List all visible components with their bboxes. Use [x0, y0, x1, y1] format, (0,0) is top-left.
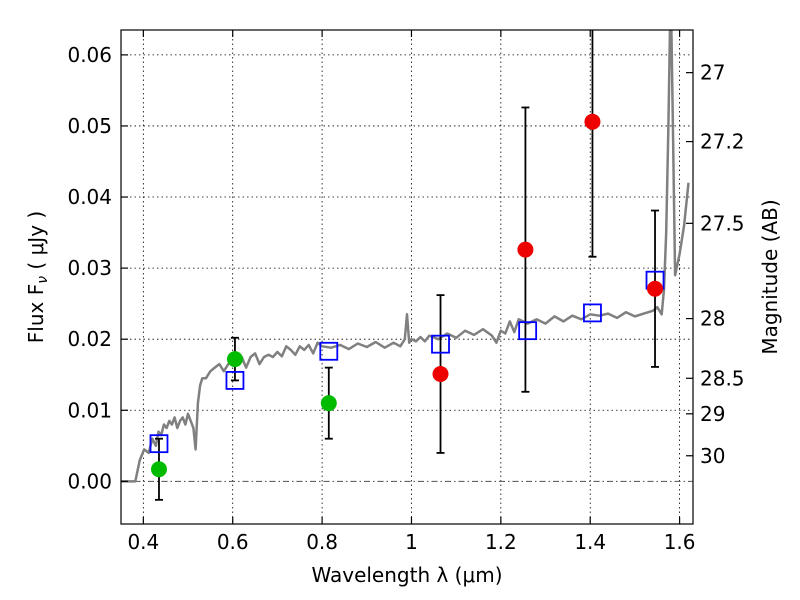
spectrum-line — [121, 30, 690, 483]
model-photometry-square — [149, 434, 169, 454]
observed-flux-point — [320, 395, 337, 412]
y-axis-label: Flux Fν ( μJy ) — [24, 211, 51, 343]
observed-flux-point — [517, 241, 534, 258]
x-tick-label: 1 — [405, 530, 418, 554]
y-tick-label: 0.00 — [67, 469, 112, 493]
y2-tick-label: 28.5 — [700, 366, 745, 390]
y2-tick-label: 27.2 — [700, 130, 745, 154]
y-tick-label: 0.05 — [67, 114, 112, 138]
model-photometry-square — [225, 371, 245, 390]
tick-layer: 0.4 0.6 0.8 1 1.2 1.4 1.6 0.00 0.01 0.02 0.03 0.04 0… — [67, 30, 745, 554]
model-photometry-square — [319, 341, 339, 361]
y2-axis-label: Magnitude (AB) — [758, 199, 782, 354]
y2-tick-label: 28 — [700, 307, 725, 331]
observed-flux-point — [150, 461, 167, 478]
y-axis-label-main: Flux F — [24, 284, 48, 343]
x-tick-label: 0.8 — [306, 530, 338, 554]
observed-flux-point — [647, 280, 664, 297]
x-tick-label: 0.4 — [127, 530, 159, 554]
x-axis-label: Wavelength λ (μm) — [311, 563, 502, 587]
y2-tick-label: 30 — [700, 444, 725, 468]
model-photometry-square — [583, 303, 602, 323]
observed-flux-point — [584, 113, 601, 130]
y-axis-label-unit: ( μJy ) — [24, 211, 48, 276]
observed-flux-point — [432, 366, 449, 383]
x-tick-label: 0.6 — [217, 530, 249, 554]
plot-frame — [120, 29, 694, 525]
y-tick-label: 0.06 — [67, 43, 112, 67]
y2-tick-label: 27.5 — [700, 211, 745, 235]
grid-lines — [121, 30, 693, 524]
x-tick-label: 1.4 — [574, 530, 606, 554]
spectrum-layer — [121, 30, 690, 483]
y-tick-label: 0.04 — [67, 185, 112, 209]
observed-flux-point — [226, 351, 243, 368]
y-axis-label-subscript: ν — [35, 276, 51, 284]
y2-tick-label: 27 — [700, 61, 725, 85]
y-tick-label: 0.03 — [67, 256, 112, 280]
y2-tick-label: 29 — [700, 402, 725, 426]
marker-layer — [149, 113, 665, 478]
model-photometry-square — [431, 334, 450, 354]
model-photometry-square — [518, 321, 538, 341]
x-tick-label: 1.6 — [664, 530, 696, 554]
y-tick-label: 0.01 — [67, 398, 112, 422]
y-tick-label: 0.02 — [67, 327, 112, 351]
errorbar-layer — [154, 30, 660, 501]
x-tick-label: 1.2 — [485, 530, 517, 554]
